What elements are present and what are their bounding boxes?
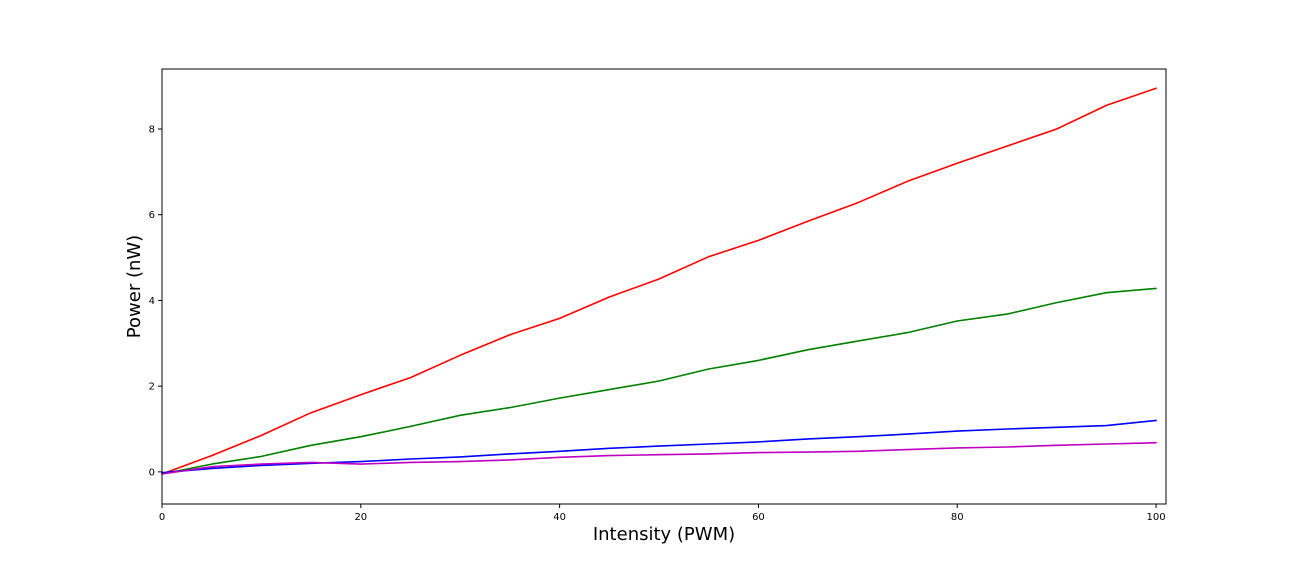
x-tick-label: 20: [354, 512, 367, 523]
series-line-1: [161, 87, 1157, 475]
y-axis-ticks: 0 2 4 6 8: [149, 125, 162, 478]
y-tick-label: 0: [149, 467, 155, 478]
y-tick-label: 4: [149, 296, 155, 307]
x-tick-label: 0: [159, 512, 165, 523]
y-tick-label: 8: [149, 125, 155, 136]
x-tick-label: 40: [553, 512, 566, 523]
x-axis-label: Intensity (PWM): [593, 524, 735, 545]
x-tick-label: 100: [1147, 512, 1166, 523]
series-layer: [161, 87, 1157, 475]
y-tick-label: 2: [149, 382, 155, 393]
series-line-2: [161, 287, 1157, 475]
series-line-4: [161, 441, 1157, 475]
x-axis-ticks: 0 20 40 60 80 100: [159, 504, 1166, 523]
x-tick-label: 80: [951, 512, 964, 523]
plot-frame: [161, 68, 1167, 505]
y-tick-label: 6: [149, 210, 155, 221]
x-tick-label: 60: [752, 512, 765, 523]
y-axis-label: Power (nW): [124, 235, 145, 338]
